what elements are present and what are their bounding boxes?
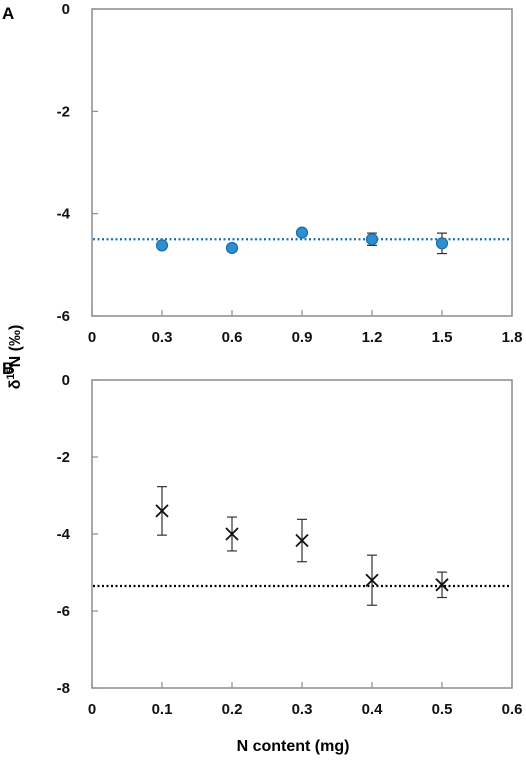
panel-b-label: B (2, 359, 14, 378)
panel-b-data-point (155, 486, 169, 536)
panel-b-x-tick-label: 0.1 (152, 701, 173, 718)
panel-b-x-marker (155, 504, 169, 518)
panel-a-y-tick-label: 0 (62, 1, 70, 18)
panel-b-x-tick-label: 0 (88, 701, 96, 718)
panel-a-frame (91, 8, 513, 317)
panel-a-data-point (365, 232, 379, 246)
panel-a-circle-marker (225, 241, 239, 255)
panel-a-plot: 0 0.3 0.6 0.9 1.2 1.5 1.8 0 -2 -4 -6 (57, 1, 523, 346)
panel-a-x-tick-label: 1.5 (432, 329, 453, 346)
panel-a-circle-marker (295, 226, 309, 239)
panel-a-x-tick-label: 0 (88, 329, 96, 346)
panel-a-circle-marker (435, 237, 449, 250)
panel-a-data-point (435, 232, 449, 255)
panel-b-y-tick-label: 0 (62, 372, 70, 389)
panel-a-x-tick-label: 1.8 (502, 329, 523, 346)
panel-b-data-point (225, 516, 239, 552)
panel-a-data-point (295, 226, 309, 239)
panel-b-y-tick-label: -6 (57, 603, 70, 620)
panel-a-y-tick-label: -2 (57, 103, 70, 120)
panel-a-x-tick-label: 1.2 (362, 329, 383, 346)
panel-b-y-tick-label: -4 (57, 526, 71, 543)
panel-b-y-tick-label: -8 (57, 680, 70, 697)
y-title-rest: N (‰) (7, 325, 24, 368)
panel-b-plot: 0 0.1 0.2 0.3 0.4 0.5 0.6 0 -2 -4 -6 -8 (57, 372, 523, 718)
panel-b-y-tick-label: -2 (57, 449, 70, 466)
panel-a-circle-marker (365, 233, 379, 246)
panel-a-y-tick-label: -6 (57, 308, 70, 325)
panel-b-x-marker (225, 527, 239, 541)
panel-b-x-tick-label: 0.2 (222, 701, 243, 718)
panel-a-x-tick-label: 0.3 (152, 329, 173, 346)
x-axis-title: N content (mg) (237, 738, 350, 755)
y-axis-title: δ15N (‰) (5, 325, 24, 390)
panel-a-circle-marker (155, 239, 169, 252)
panel-b-x-tick-label: 0.3 (292, 701, 313, 718)
y-title-isotope: 15 (5, 367, 17, 379)
panel-a-label: A (2, 4, 14, 23)
panel-b-x-marker (295, 533, 309, 548)
panel-b-data-point (435, 571, 449, 599)
y-title-delta: δ (7, 379, 24, 389)
panel-a-data-point (225, 241, 239, 255)
panel-b-x-tick-label: 0.4 (362, 701, 384, 718)
panel-b-x-marker (365, 573, 379, 587)
panel-a-y-tick-label: -4 (57, 206, 71, 223)
panel-a-x-tick-label: 0.6 (222, 329, 243, 346)
panel-a-x-tick-label: 0.9 (292, 329, 313, 346)
panel-b-x-tick-label: 0.5 (432, 701, 453, 718)
panel-a-data-point (155, 239, 169, 252)
panel-b-data-point (365, 554, 379, 606)
panel-b-data-point (295, 518, 309, 563)
panel-b-x-tick-label: 0.6 (502, 701, 523, 718)
panel-b-x-marker (435, 578, 449, 592)
